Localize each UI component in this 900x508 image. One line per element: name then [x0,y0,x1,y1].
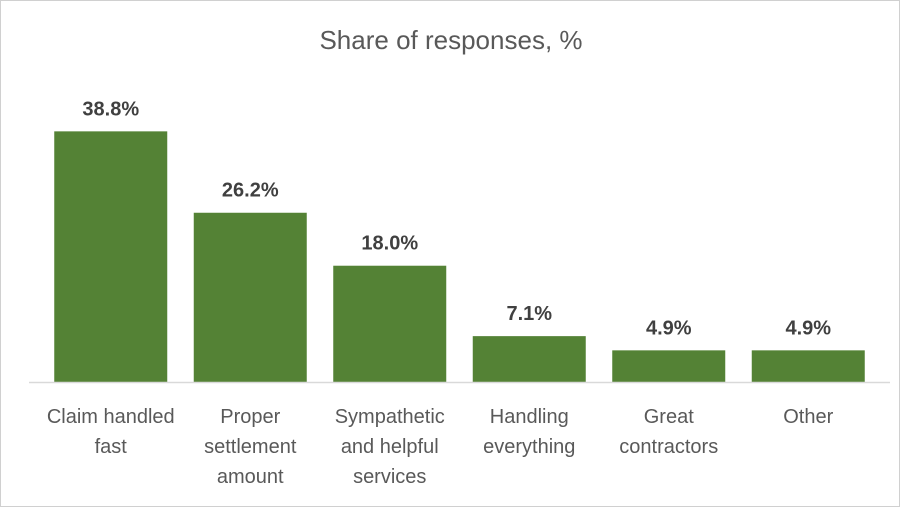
data-label: 4.9% [646,317,692,339]
category-label: Proper [220,406,280,428]
category-label: services [353,466,426,488]
data-label: 26.2% [222,180,279,202]
bar [612,350,726,382]
category-label: contractors [619,436,718,458]
category-label: Great [644,406,694,428]
data-label: 18.0% [361,233,418,255]
category-label: amount [217,466,284,488]
category-label: Other [783,406,833,428]
category-label: Handling [490,406,569,428]
data-label: 7.1% [506,303,552,325]
category-label: settlement [204,436,297,458]
category-label: Claim handled [47,406,175,428]
bar [472,336,586,382]
category-label: and helpful [341,436,439,458]
category-label: fast [95,436,128,458]
data-label: 38.8% [82,98,139,120]
bar [193,212,307,382]
category-label: everything [483,436,575,458]
data-label: 4.9% [785,317,831,339]
bar [333,265,447,382]
chart-title: Share of responses, % [319,25,583,55]
bar [751,350,865,382]
category-label: Sympathetic [335,406,445,428]
bar [54,131,168,382]
